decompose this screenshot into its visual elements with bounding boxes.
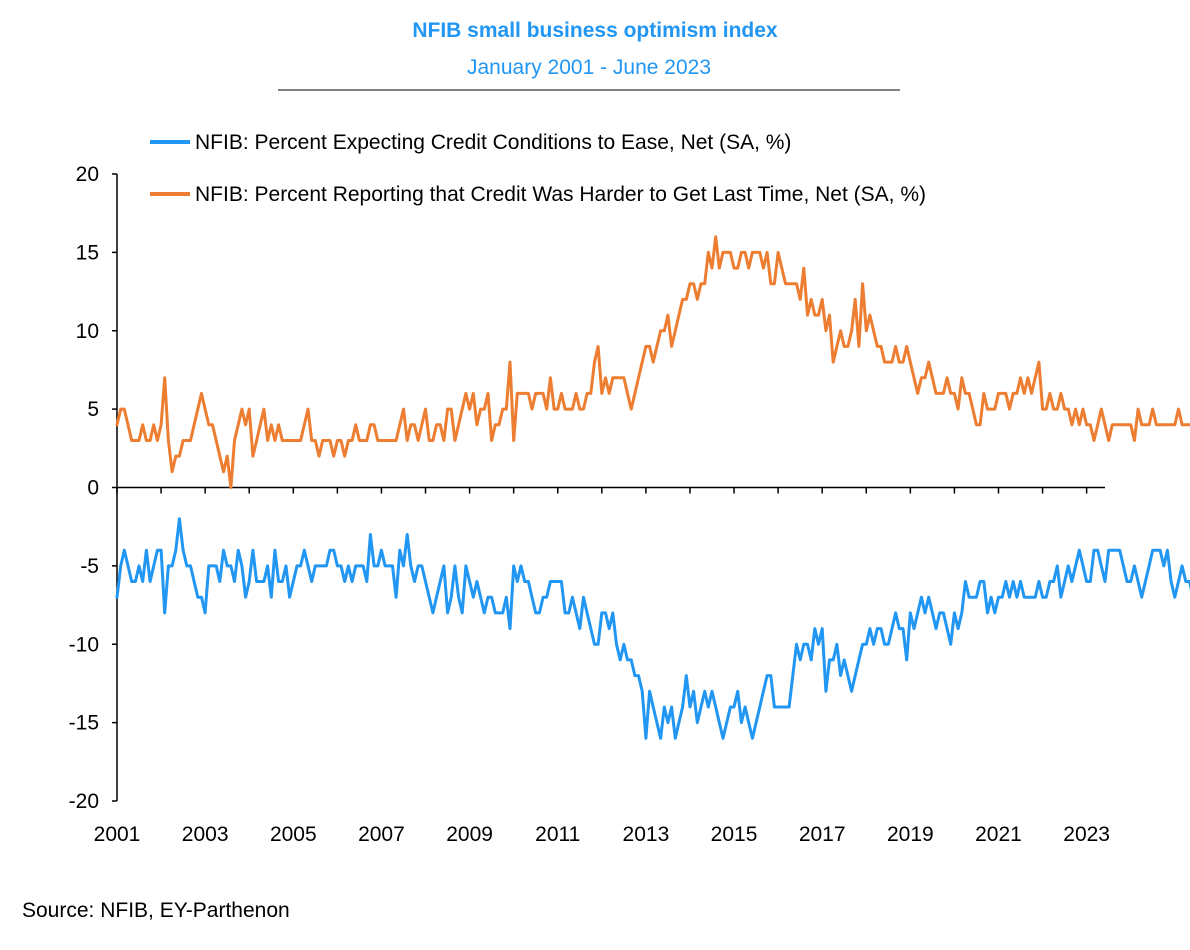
x-tick-label: 2015 <box>711 823 758 846</box>
x-tick-label: 2009 <box>446 823 493 846</box>
source-note: Source: NFIB, EY-Parthenon <box>22 899 290 922</box>
legend: NFIB: Percent Expecting Credit Condition… <box>150 131 926 206</box>
x-tick-label: 2005 <box>270 823 317 846</box>
x-tick-label: 2007 <box>358 823 405 846</box>
x-tick-label: 2021 <box>975 823 1022 846</box>
y-tick-label: 5 <box>87 398 99 421</box>
series-line-harder <box>115 235 1190 489</box>
y-tick-label: 10 <box>76 320 99 343</box>
series-layer <box>115 235 1190 740</box>
chart-title: NFIB small business optimism index <box>412 19 778 42</box>
x-tick-label: 2013 <box>623 823 670 846</box>
x-tick-label: 2019 <box>887 823 934 846</box>
legend-label-harder: NFIB: Percent Reporting that Credit Was … <box>195 183 926 206</box>
x-tick-label: 2003 <box>182 823 229 846</box>
y-tick-label: -10 <box>69 633 99 656</box>
legend-label-ease: NFIB: Percent Expecting Credit Condition… <box>195 131 791 154</box>
chart-subtitle: January 2001 - June 2023 <box>467 56 711 79</box>
y-tick-label: 20 <box>76 163 99 186</box>
series-line-ease <box>115 517 1190 740</box>
y-tick-label: -15 <box>69 712 99 735</box>
x-tick-label: 2001 <box>94 823 141 846</box>
y-tick-label: -20 <box>69 790 99 813</box>
x-tick-label: 2017 <box>799 823 846 846</box>
y-tick-label: 15 <box>76 241 99 264</box>
y-tick-label: 0 <box>87 477 99 500</box>
x-tick-label: 2023 <box>1063 823 1110 846</box>
y-tick-label: -5 <box>80 555 99 578</box>
x-tick-label: 2011 <box>535 823 580 846</box>
